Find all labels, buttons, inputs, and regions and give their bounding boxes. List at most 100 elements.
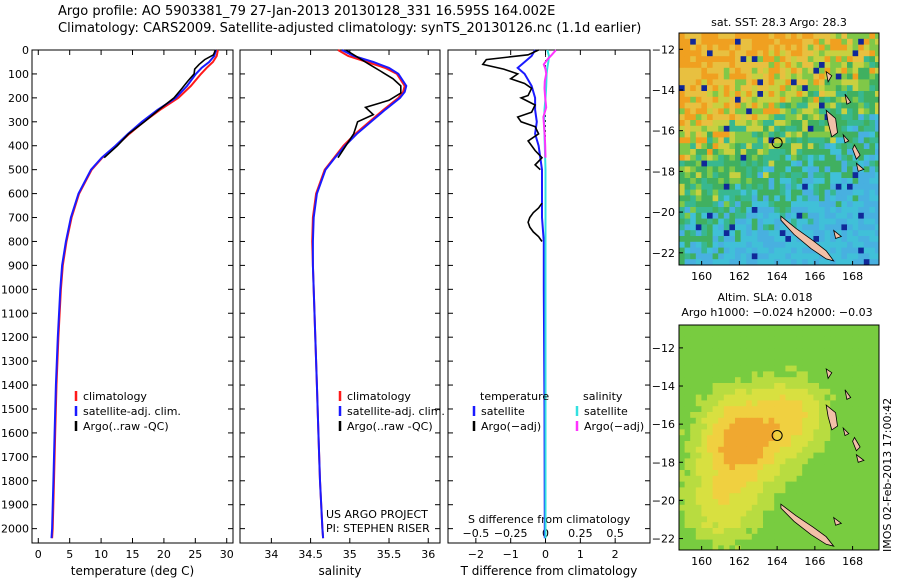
map-cell	[824, 160, 831, 167]
map-cell	[813, 522, 820, 529]
map-cell	[774, 236, 781, 243]
map-cell	[875, 259, 879, 265]
map-cell	[707, 224, 713, 231]
map-cell	[718, 73, 725, 80]
map-cell	[852, 247, 859, 254]
map-cell	[835, 247, 842, 254]
map-cell	[746, 458, 753, 465]
sla-map-field	[679, 325, 879, 550]
s-tick-label: 0.5	[606, 527, 624, 540]
map-cell	[813, 446, 820, 453]
map-cell	[802, 62, 809, 69]
map-cell	[763, 417, 769, 424]
map-cell	[723, 189, 730, 196]
map-cell	[712, 189, 719, 196]
map-cell	[723, 510, 730, 517]
map-cell	[863, 371, 870, 378]
map-cell	[684, 230, 691, 237]
map-cell	[802, 178, 809, 185]
map-cell	[774, 348, 781, 355]
map-cell	[718, 464, 725, 471]
map-cell	[718, 212, 725, 219]
map-cell	[852, 475, 859, 482]
map-cell	[796, 195, 803, 202]
map-cell	[835, 533, 842, 540]
map-cell	[701, 354, 708, 361]
map-cell	[824, 516, 831, 523]
map-cell	[802, 377, 809, 384]
map-cell	[807, 195, 814, 202]
map-cell	[768, 464, 775, 471]
map-cell	[763, 183, 769, 190]
map-cell	[751, 528, 758, 535]
map-cell	[875, 154, 879, 161]
map-cell	[684, 354, 691, 361]
map-cell	[858, 383, 865, 390]
map-cell	[679, 195, 685, 202]
map-cell	[858, 62, 865, 69]
map-cell	[695, 458, 702, 465]
map-cell	[751, 247, 758, 254]
map-cell	[735, 189, 741, 196]
map-cell	[869, 259, 876, 265]
y-tick-label: 1600	[1, 427, 29, 440]
map-cell	[824, 394, 831, 401]
map-cell	[785, 400, 792, 407]
map-cell	[768, 406, 775, 413]
map-cell	[729, 160, 736, 167]
map-cell	[740, 62, 747, 69]
map-cell	[858, 533, 865, 540]
map-cell	[740, 504, 747, 511]
map-cell	[841, 236, 848, 243]
map-cell	[679, 371, 685, 378]
map-cell	[701, 539, 708, 546]
map-cell	[852, 412, 859, 419]
map-cell	[695, 510, 702, 517]
map-cell	[740, 388, 747, 395]
map-cell	[746, 120, 753, 127]
map-cell	[723, 33, 730, 40]
map-cell	[774, 539, 781, 546]
map-cell	[763, 348, 769, 355]
map-cell	[847, 108, 853, 115]
map-cell	[791, 330, 797, 337]
map-cell	[707, 114, 713, 121]
map-cell	[785, 230, 792, 237]
map-cell	[819, 446, 825, 453]
map-cell	[774, 400, 781, 407]
map-cell	[701, 342, 708, 349]
map-cell	[774, 212, 781, 219]
map-cell	[819, 394, 825, 401]
x-tick-label: 35	[343, 548, 357, 561]
map-cell	[869, 359, 876, 366]
map-cell	[779, 446, 786, 453]
map-cell	[746, 160, 753, 167]
map-cell	[813, 183, 820, 190]
map-cell	[841, 348, 848, 355]
map-cell	[701, 528, 708, 535]
map-cell	[740, 154, 747, 161]
map-cell	[858, 429, 865, 436]
map-cell	[863, 201, 870, 208]
map-cell	[858, 435, 865, 442]
map-cell	[723, 371, 730, 378]
map-cell	[695, 493, 702, 500]
map-cell	[707, 33, 713, 40]
map-cell	[863, 348, 870, 355]
map-cell	[779, 359, 786, 366]
map-cell	[740, 96, 747, 103]
map-cell	[757, 330, 764, 337]
map-cell	[768, 330, 775, 337]
map-cell	[791, 504, 797, 511]
map-cell	[863, 441, 870, 448]
map-cell	[841, 499, 848, 506]
map-cell	[802, 388, 809, 395]
map-cell	[768, 354, 775, 361]
map-cell	[791, 400, 797, 407]
map-cell	[779, 516, 786, 523]
map-cell	[863, 510, 870, 517]
map-cell	[863, 499, 870, 506]
map-cell	[858, 446, 865, 453]
map-cell	[729, 178, 736, 185]
map-cell	[774, 137, 781, 144]
